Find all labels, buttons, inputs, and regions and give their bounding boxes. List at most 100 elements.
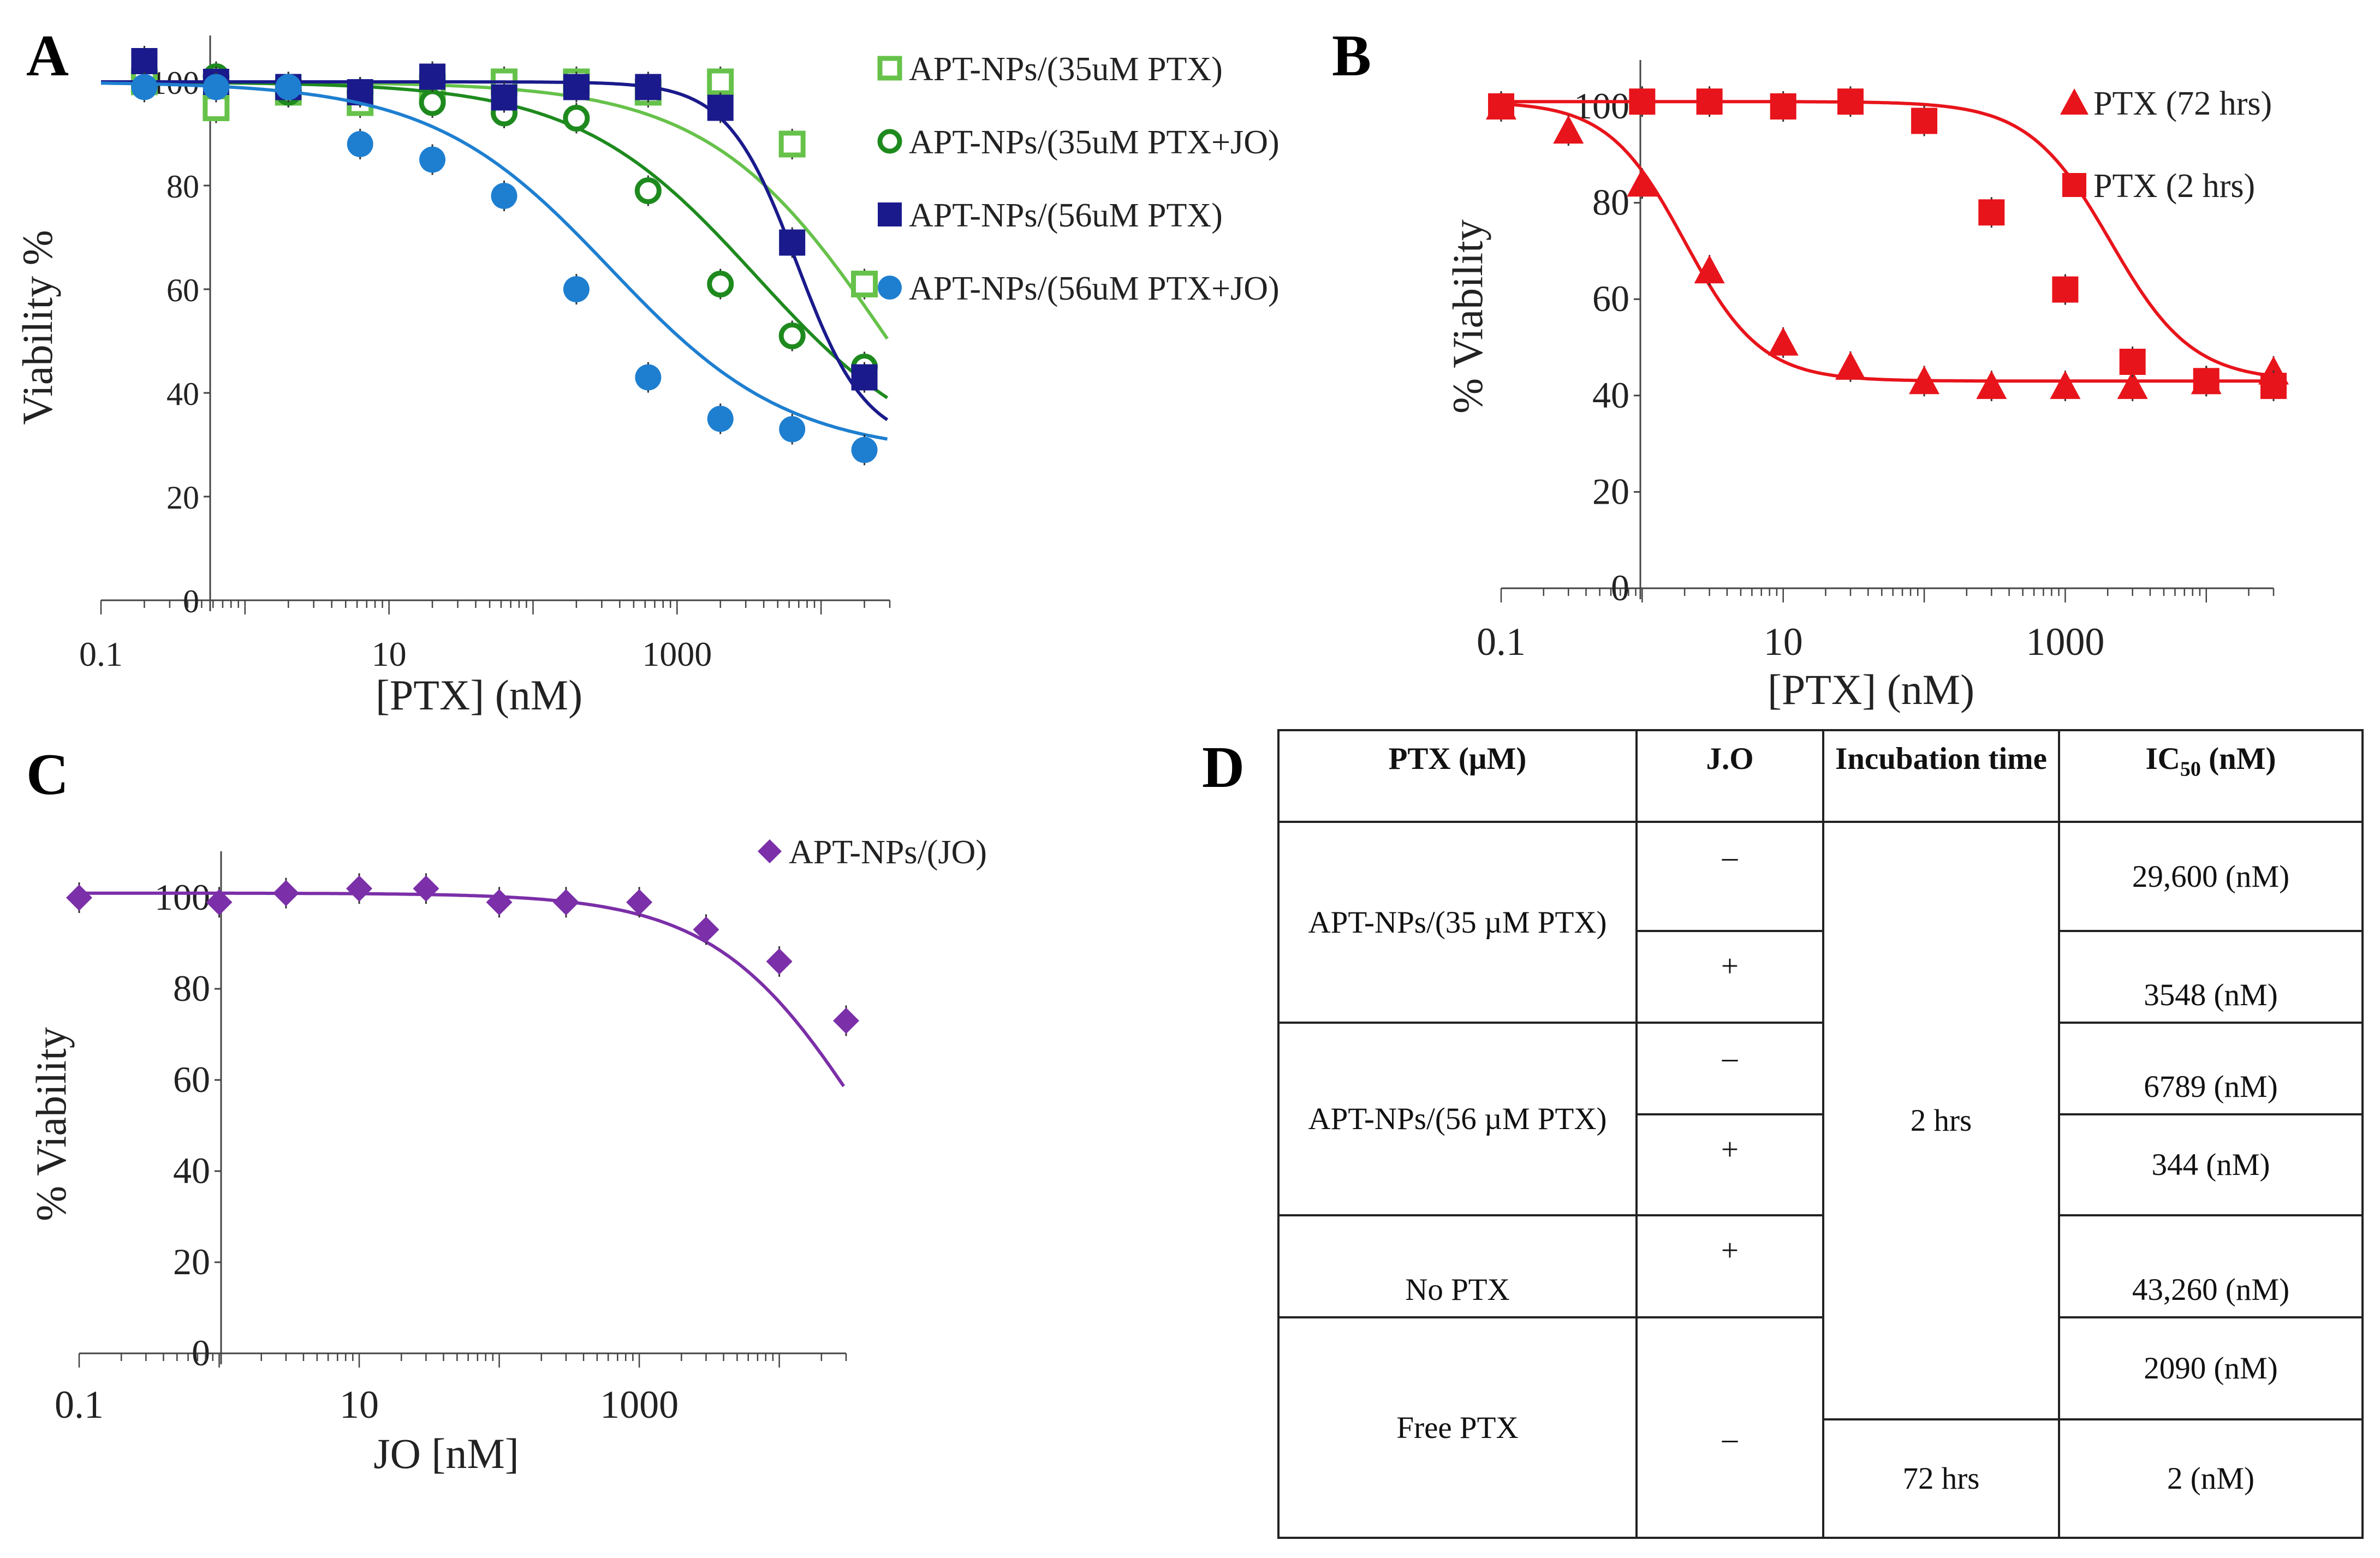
legend-marker	[878, 276, 902, 300]
data-point	[275, 74, 302, 100]
data-point	[563, 74, 590, 100]
y-tick-label: 60	[1592, 278, 1629, 319]
y-tick-label: 40	[166, 376, 199, 412]
ic50-cell: 3548 (nM)	[2058, 930, 2364, 1024]
y-tick-label: 20	[173, 1241, 210, 1282]
legend-marker	[877, 56, 902, 81]
data-point	[635, 364, 662, 391]
y-tick-label: 60	[166, 272, 199, 308]
x-tick-label: 10	[1764, 620, 1803, 664]
data-point	[1768, 327, 1799, 356]
legend-marker	[2062, 173, 2086, 197]
data-point	[851, 364, 878, 391]
data-point	[1770, 93, 1796, 120]
header-ic50: IC50 (nM)	[2058, 729, 2364, 823]
data-point	[707, 271, 734, 297]
ic50-cell: 29,600 (nM)	[2058, 821, 2364, 932]
y-tick-label: 80	[173, 968, 210, 1009]
data-point	[2260, 373, 2287, 399]
y-tick-label: 0	[183, 583, 199, 619]
data-point	[1488, 93, 1514, 120]
x-tick-label: 0.1	[1477, 620, 1526, 664]
data-point	[851, 271, 878, 297]
jo-cell: +	[1635, 1113, 1824, 1216]
jo-cell: +	[1635, 1214, 1824, 1318]
data-point	[1978, 199, 2005, 226]
legend-marker	[878, 202, 902, 226]
header-incubation: Incubation time	[1822, 729, 2060, 823]
incubation-cell: 2 hrs	[1822, 821, 2060, 1419]
legend-label: APT-NPs/(35uM PTX+JO)	[909, 124, 1280, 161]
y-tick-label: 0	[192, 1332, 210, 1374]
data-point	[2052, 276, 2079, 303]
data-point	[563, 276, 590, 302]
data-point	[1553, 115, 1584, 144]
jo-cell: –	[1635, 1316, 1824, 1539]
x-axis-label: [PTX] (nM)	[1768, 666, 1974, 713]
data-point	[1976, 371, 2007, 399]
data-point	[486, 889, 513, 916]
data-point	[1627, 168, 1658, 197]
x-tick-label: 0.1	[79, 635, 123, 673]
data-point	[778, 323, 806, 349]
row-group-35: APT-NPs/(35 µM PTX)	[1277, 821, 1638, 1024]
data-point	[1694, 255, 1725, 284]
legend-marker	[877, 129, 902, 154]
row-group-56: APT-NPs/(56 µM PTX)	[1277, 1022, 1638, 1216]
data-point	[1911, 108, 1938, 134]
data-point	[131, 48, 158, 74]
data-point	[203, 74, 229, 100]
ic50-cell: 2 (nM)	[2058, 1418, 2364, 1539]
x-axis-label: JO [nM]	[373, 1430, 519, 1477]
y-tick-label: 100	[154, 876, 210, 918]
fit-curve	[1501, 102, 2271, 383]
y-tick-label: 20	[1592, 470, 1629, 512]
data-point	[833, 1007, 859, 1034]
ic50-cell: 6789 (nM)	[2058, 1022, 2364, 1115]
jo-cell: –	[1635, 1022, 1824, 1115]
legend-label: APT-NPs/(56uM PTX)	[909, 197, 1223, 234]
data-point	[707, 405, 734, 432]
data-point	[707, 68, 734, 95]
legend-label: PTX (2 hrs)	[2093, 168, 2255, 205]
legend-marker	[758, 839, 782, 863]
fit-curve	[101, 80, 889, 421]
data-point	[419, 63, 446, 90]
data-point	[1835, 351, 1866, 380]
y-axis-label: Viability %	[14, 230, 61, 425]
data-point	[1629, 88, 1656, 115]
data-point	[779, 229, 806, 256]
x-tick-label: 1000	[642, 635, 712, 673]
fit-curve	[79, 891, 846, 1088]
fit-curve	[100, 81, 888, 441]
panel-label-a: A	[26, 23, 69, 88]
panel-label-c: C	[26, 742, 69, 807]
ic50-cell: 2090 (nM)	[2058, 1316, 2364, 1420]
ic50-table: PTX (µM) J.O Incubation time IC50 (nM) A…	[1277, 729, 2364, 1539]
data-point	[1837, 88, 1864, 115]
data-point	[2193, 368, 2220, 395]
data-point	[634, 177, 662, 204]
data-point	[346, 875, 373, 902]
data-point	[778, 130, 806, 158]
row-group-noptx: No PTX	[1277, 1214, 1638, 1318]
data-point	[419, 146, 446, 173]
y-tick-label: 0	[1611, 567, 1629, 608]
x-tick-label: 1000	[600, 1383, 679, 1426]
x-tick-label: 1000	[2026, 620, 2104, 664]
data-point	[131, 74, 158, 100]
legend-marker	[2060, 88, 2089, 115]
y-tick-label: 80	[1592, 182, 1629, 223]
data-point	[1696, 88, 1723, 115]
row-group-free: Free PTX	[1277, 1316, 1638, 1539]
data-point	[2050, 371, 2081, 399]
data-point	[766, 948, 793, 975]
legend-label: APT-NPs/(JO)	[789, 834, 987, 871]
legend-label: APT-NPs/(35uM PTX)	[909, 51, 1223, 88]
fit-curve	[101, 80, 889, 399]
data-point	[491, 183, 517, 209]
y-tick-label: 40	[173, 1150, 210, 1191]
